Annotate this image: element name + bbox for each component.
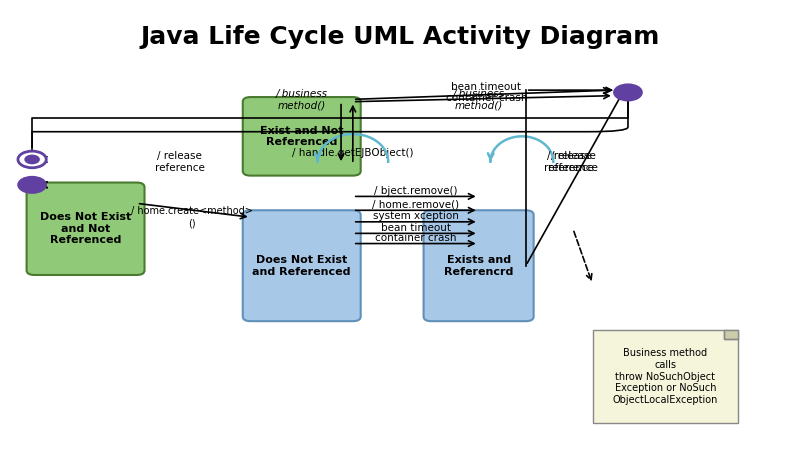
- Text: / release
reference: / release reference: [544, 151, 594, 173]
- Text: Does Not Exist
and Not
Referenced: Does Not Exist and Not Referenced: [40, 212, 131, 245]
- Text: Java Life Cycle UML Activity Diagram: Java Life Cycle UML Activity Diagram: [140, 25, 660, 50]
- Text: / release
reference: / release reference: [155, 151, 205, 173]
- FancyBboxPatch shape: [26, 183, 145, 275]
- FancyBboxPatch shape: [423, 210, 534, 321]
- Polygon shape: [724, 330, 738, 339]
- Text: Does Not Exist
and Referenced: Does Not Exist and Referenced: [253, 255, 351, 277]
- Text: Exists and
Referencrd: Exists and Referencrd: [444, 255, 514, 277]
- FancyBboxPatch shape: [242, 210, 361, 321]
- Circle shape: [25, 155, 39, 164]
- Text: / release
reference: / release reference: [548, 151, 598, 173]
- Text: Business method
calls
throw NoSuchObject
Exception or NoSuch
ObjectLocalExceptio: Business method calls throw NoSuchObject…: [613, 348, 718, 405]
- Text: container crash: container crash: [446, 93, 527, 103]
- Text: container crash: container crash: [375, 233, 457, 243]
- Text: Exist and Not
Referenced: Exist and Not Referenced: [260, 126, 343, 147]
- Text: / bject.remove(): / bject.remove(): [374, 186, 458, 196]
- Text: / handle.getEJBObject(): / handle.getEJBObject(): [292, 148, 414, 158]
- Text: / business
method(): / business method(): [453, 89, 505, 111]
- Text: / home.remove(): / home.remove(): [372, 200, 459, 210]
- Circle shape: [18, 177, 46, 193]
- FancyBboxPatch shape: [593, 330, 738, 423]
- Text: bean timeout: bean timeout: [381, 223, 450, 233]
- Text: system xception: system xception: [373, 211, 458, 221]
- Text: bean timeout: bean timeout: [451, 82, 522, 92]
- Text: / business
method(): / business method(): [276, 89, 328, 111]
- Circle shape: [18, 151, 46, 168]
- Circle shape: [614, 84, 642, 101]
- Text: / home.create<method>
(): / home.create<method> (): [130, 207, 253, 228]
- FancyBboxPatch shape: [242, 97, 361, 176]
